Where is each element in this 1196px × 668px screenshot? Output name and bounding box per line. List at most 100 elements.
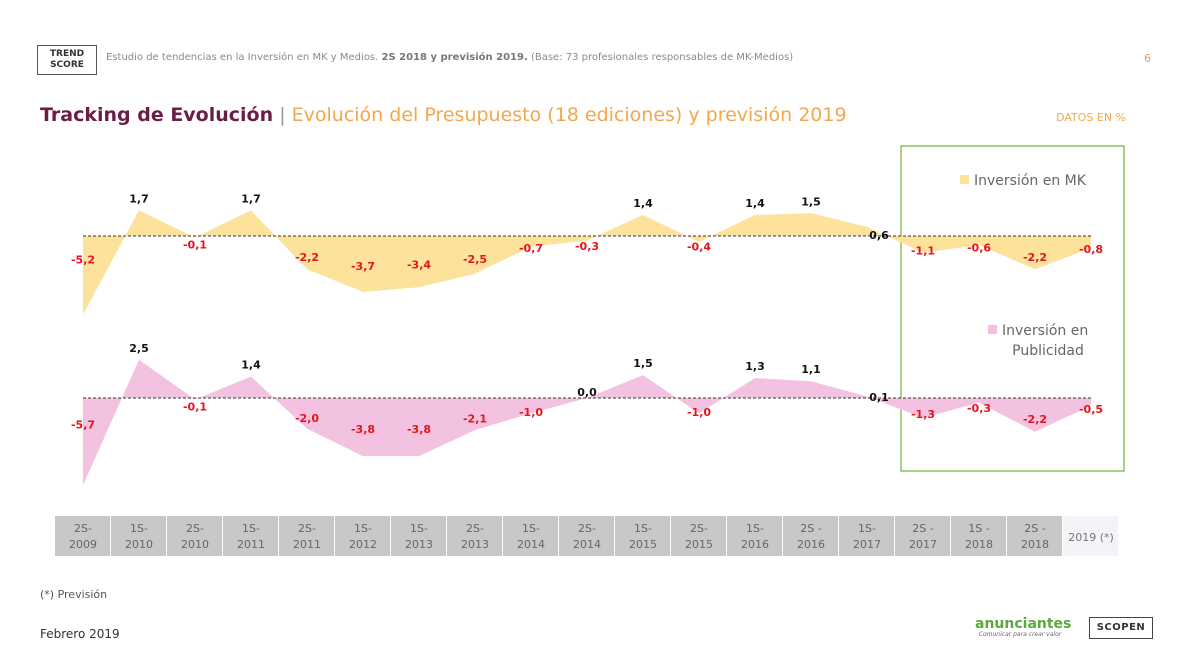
- category-cell: [503, 516, 558, 556]
- series-2-data-label: 1,1: [801, 363, 821, 376]
- category-cell: [783, 516, 838, 556]
- series-2-data-label: -1,3: [911, 408, 935, 421]
- category-label: 1S-: [130, 522, 148, 535]
- series-2-data-label: -1,0: [687, 406, 711, 419]
- category-cell: [895, 516, 950, 556]
- category-cell: [559, 516, 614, 556]
- category-label: 2S-: [466, 522, 484, 535]
- category-label: 1S-: [410, 522, 428, 535]
- series-1-data-label: -2,5: [463, 253, 487, 266]
- category-label: 2S -: [912, 522, 933, 535]
- anunciantes-name: anunciantes: [975, 616, 1072, 632]
- category-label: 1S-: [522, 522, 540, 535]
- series-2-data-label: -5,7: [71, 419, 95, 432]
- category-label: 2S-: [74, 522, 92, 535]
- study-suffix: (Base: 73 profesionales responsables de …: [527, 52, 794, 63]
- logo-line2: SCORE: [50, 60, 84, 70]
- series-1-data-label: 1,5: [801, 195, 821, 208]
- series-1-data-label: 1,4: [745, 197, 765, 210]
- trendscore-logo: TREND SCORE: [37, 45, 97, 75]
- category-cell: [55, 516, 110, 556]
- series-1-data-label: -2,2: [1023, 251, 1047, 264]
- series-2-area: [83, 359, 1091, 486]
- category-label: 2018: [1021, 538, 1049, 551]
- category-cell: [447, 516, 502, 556]
- category-label: 2019 (*): [1068, 531, 1114, 544]
- category-label: 1S-: [242, 522, 260, 535]
- series-2-legend-swatch: [988, 325, 997, 334]
- series-2-data-label: -0,3: [967, 402, 991, 415]
- scopen-logo: SCOPEN: [1089, 617, 1153, 639]
- category-cell: [335, 516, 390, 556]
- category-label: 2014: [517, 538, 545, 551]
- series-1-data-label: -5,2: [71, 253, 95, 266]
- category-label: 1S-: [354, 522, 372, 535]
- category-cell: [223, 516, 278, 556]
- page-title: Tracking de Evolución | Evolución del Pr…: [40, 104, 847, 126]
- logo-line1: TREND: [49, 49, 85, 59]
- title-sub: Evolución del Presupuesto (18 ediciones)…: [291, 104, 847, 126]
- series-2-data-label: 1,5: [633, 357, 653, 370]
- forecast-note: (*) Previsión: [40, 588, 108, 601]
- highlight-box: [900, 145, 1125, 472]
- series-1-data-label: -0,6: [967, 242, 991, 255]
- series-2-data-label: -2,0: [295, 412, 319, 425]
- category-cell: [839, 516, 894, 556]
- series-1-legend-swatch: [960, 175, 969, 184]
- category-cell: [615, 516, 670, 556]
- category-label: 1S -: [968, 522, 989, 535]
- title-separator: |: [279, 104, 286, 126]
- series-2-data-label: -0,1: [183, 401, 207, 414]
- series-1-data-label: -0,7: [519, 242, 543, 255]
- series-2-data-label: -1,0: [519, 406, 543, 419]
- category-label: 1S-: [858, 522, 876, 535]
- series-2-data-label: 1,4: [241, 359, 261, 372]
- category-label: 2S-: [578, 522, 596, 535]
- series-2-data-label: 0,1: [869, 391, 889, 404]
- series-2-data-label: 1,3: [745, 360, 765, 373]
- page-number: 6: [1144, 52, 1151, 65]
- category-cell: [727, 516, 782, 556]
- series-1-data-label: 1,7: [129, 192, 149, 205]
- series-1-data-label: -3,7: [351, 260, 375, 273]
- anunciantes-logo: anunciantes Comunicar para crear valor: [975, 616, 1072, 639]
- series-1-data-label: -0,1: [183, 239, 207, 252]
- series-2-data-label: -3,8: [351, 423, 375, 436]
- category-label: 2S -: [1024, 522, 1045, 535]
- report-date: Febrero 2019: [40, 627, 120, 641]
- category-cell: [391, 516, 446, 556]
- category-label: 2009: [69, 538, 97, 551]
- series-1-data-label: 1,7: [241, 192, 261, 205]
- series-1-data-label: 1,4: [633, 197, 653, 210]
- category-label: 2017: [853, 538, 881, 551]
- category-cell: [167, 516, 222, 556]
- category-label: 2017: [909, 538, 937, 551]
- series-2-legend-label: Publicidad: [1012, 343, 1084, 359]
- category-label: 2018: [965, 538, 993, 551]
- category-label: 2S-: [298, 522, 316, 535]
- series-1-data-label: -3,4: [407, 258, 431, 271]
- category-label: 2S-: [690, 522, 708, 535]
- category-label: 2011: [293, 538, 321, 551]
- category-label: 2010: [181, 538, 209, 551]
- units-note: DATOS EN %: [1056, 111, 1126, 124]
- category-label: 1S-: [634, 522, 652, 535]
- series-1-data-label: -2,2: [295, 251, 319, 264]
- category-label: 2015: [685, 538, 713, 551]
- category-label: 2012: [349, 538, 377, 551]
- study-description: Estudio de tendencias en la Inversión en…: [106, 52, 793, 63]
- category-cell: [671, 516, 726, 556]
- category-label: 2016: [741, 538, 769, 551]
- series-2-data-label: -2,1: [463, 413, 487, 426]
- category-label: 2013: [461, 538, 489, 551]
- category-label: 2S-: [186, 522, 204, 535]
- category-cell: [1063, 516, 1118, 556]
- series-1-data-label: -0,8: [1079, 243, 1103, 256]
- series-2-data-label: 0,0: [577, 386, 597, 399]
- category-cell: [1007, 516, 1062, 556]
- series-1-data-label: -1,1: [911, 245, 935, 258]
- series-1-data-label: -0,4: [687, 240, 711, 253]
- anunciantes-tagline: Comunicar para crear valor: [978, 631, 1062, 638]
- category-label: 2014: [573, 538, 601, 551]
